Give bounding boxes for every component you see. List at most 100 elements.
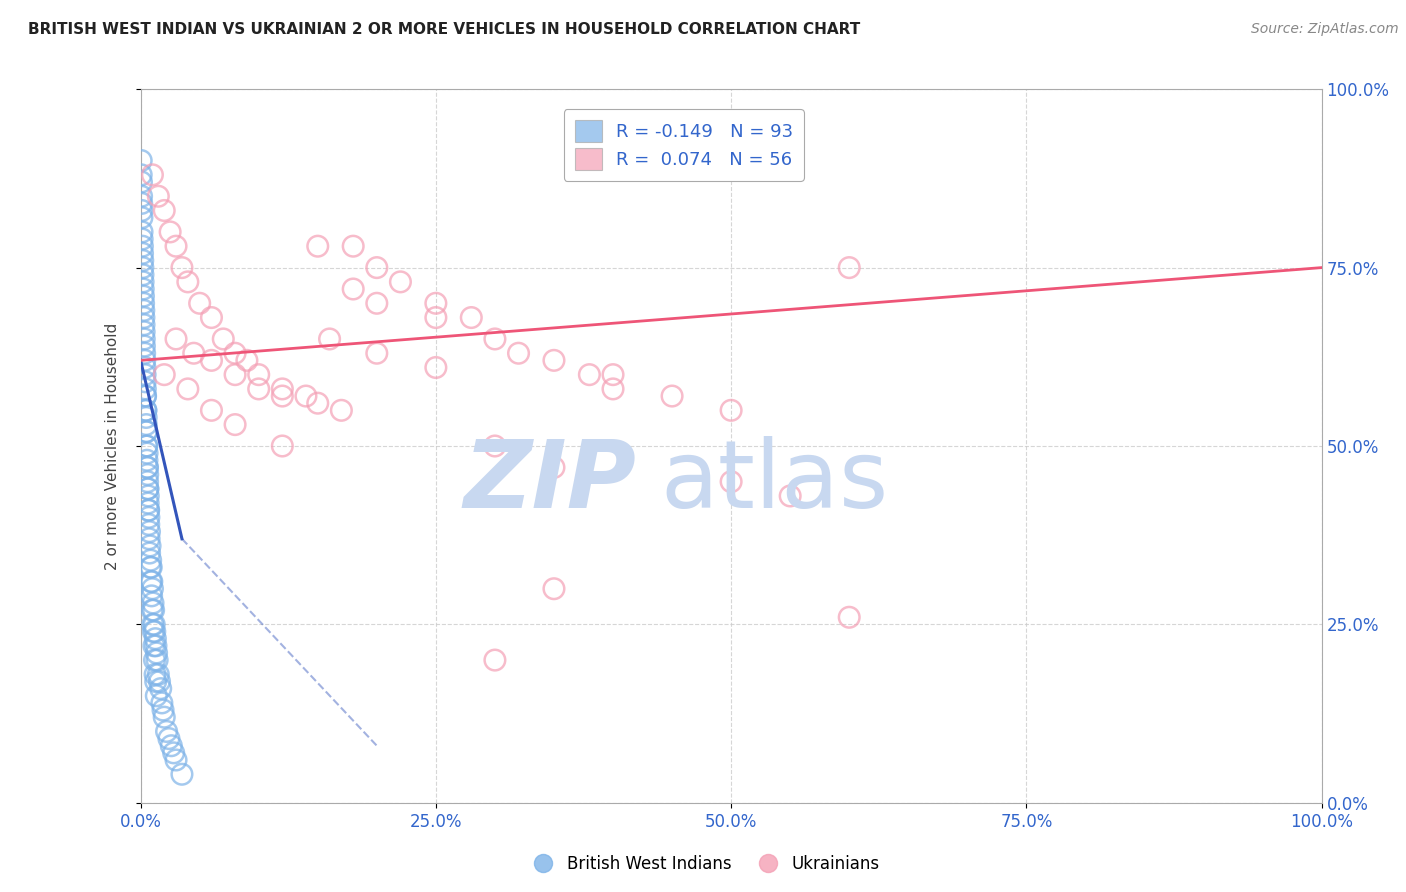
Legend: British West Indians, Ukrainians: British West Indians, Ukrainians	[520, 848, 886, 880]
Point	[148, 674, 170, 689]
Point	[131, 239, 153, 253]
Point	[132, 268, 155, 282]
Legend: R = -0.149   N = 93, R =  0.074   N = 56: R = -0.149 N = 93, R = 0.074 N = 56	[564, 109, 804, 181]
Point	[578, 368, 600, 382]
Point	[142, 596, 165, 610]
Point	[460, 310, 482, 325]
Point	[165, 239, 187, 253]
Point	[135, 410, 157, 425]
Point	[212, 332, 235, 346]
Point	[271, 389, 294, 403]
Point	[150, 696, 173, 710]
Point	[318, 332, 340, 346]
Point	[139, 553, 162, 567]
Point	[138, 546, 160, 560]
Point	[145, 689, 167, 703]
Point	[149, 681, 172, 696]
Point	[143, 653, 166, 667]
Point	[163, 746, 186, 760]
Point	[165, 332, 187, 346]
Point	[138, 503, 160, 517]
Point	[135, 403, 157, 417]
Point	[141, 574, 163, 589]
Point	[142, 624, 165, 639]
Point	[165, 753, 187, 767]
Point	[132, 275, 155, 289]
Text: BRITISH WEST INDIAN VS UKRAINIAN 2 OR MORE VEHICLES IN HOUSEHOLD CORRELATION CHA: BRITISH WEST INDIAN VS UKRAINIAN 2 OR MO…	[28, 22, 860, 37]
Point	[139, 539, 162, 553]
Point	[141, 603, 163, 617]
Point	[295, 389, 318, 403]
Point	[142, 603, 165, 617]
Point	[132, 310, 155, 325]
Point	[247, 382, 270, 396]
Point	[136, 489, 159, 503]
Point	[484, 332, 506, 346]
Point	[145, 632, 166, 646]
Text: ZIP: ZIP	[464, 435, 637, 528]
Point	[131, 203, 153, 218]
Point	[136, 475, 159, 489]
Point	[145, 646, 167, 660]
Point	[132, 318, 155, 332]
Point	[157, 731, 180, 746]
Point	[134, 346, 156, 360]
Point	[131, 196, 153, 211]
Point	[779, 489, 801, 503]
Point	[271, 382, 294, 396]
Point	[602, 382, 624, 396]
Point	[136, 496, 159, 510]
Point	[135, 439, 157, 453]
Point	[138, 510, 160, 524]
Point	[135, 425, 157, 439]
Point	[543, 582, 565, 596]
Point	[224, 417, 246, 432]
Point	[136, 482, 159, 496]
Point	[134, 339, 156, 353]
Point	[132, 289, 155, 303]
Point	[143, 667, 166, 681]
Point	[200, 310, 222, 325]
Point	[131, 211, 153, 225]
Point	[200, 353, 222, 368]
Point	[720, 403, 742, 417]
Point	[136, 453, 159, 467]
Point	[138, 524, 160, 539]
Point	[271, 439, 294, 453]
Point	[389, 275, 412, 289]
Point	[153, 368, 176, 382]
Point	[132, 282, 155, 296]
Point	[366, 260, 388, 275]
Point	[141, 168, 163, 182]
Point	[200, 403, 222, 417]
Point	[143, 624, 166, 639]
Point	[134, 375, 156, 389]
Point	[224, 368, 246, 382]
Point	[159, 225, 181, 239]
Point	[142, 617, 165, 632]
Point	[602, 368, 624, 382]
Point	[134, 389, 156, 403]
Point	[838, 260, 860, 275]
Point	[135, 403, 157, 417]
Point	[131, 246, 153, 260]
Point	[543, 353, 565, 368]
Point	[342, 239, 364, 253]
Point	[177, 382, 200, 396]
Text: Source: ZipAtlas.com: Source: ZipAtlas.com	[1251, 22, 1399, 37]
Point	[307, 396, 329, 410]
Point	[425, 296, 447, 310]
Point	[188, 296, 211, 310]
Point	[148, 667, 170, 681]
Point	[425, 360, 447, 375]
Point	[508, 346, 530, 360]
Point	[484, 439, 506, 453]
Point	[131, 189, 153, 203]
Point	[135, 417, 157, 432]
Point	[129, 153, 152, 168]
Y-axis label: 2 or more Vehicles in Household: 2 or more Vehicles in Household	[105, 322, 120, 570]
Text: atlas: atlas	[661, 435, 889, 528]
Point	[136, 467, 159, 482]
Point	[138, 532, 160, 546]
Point	[170, 767, 193, 781]
